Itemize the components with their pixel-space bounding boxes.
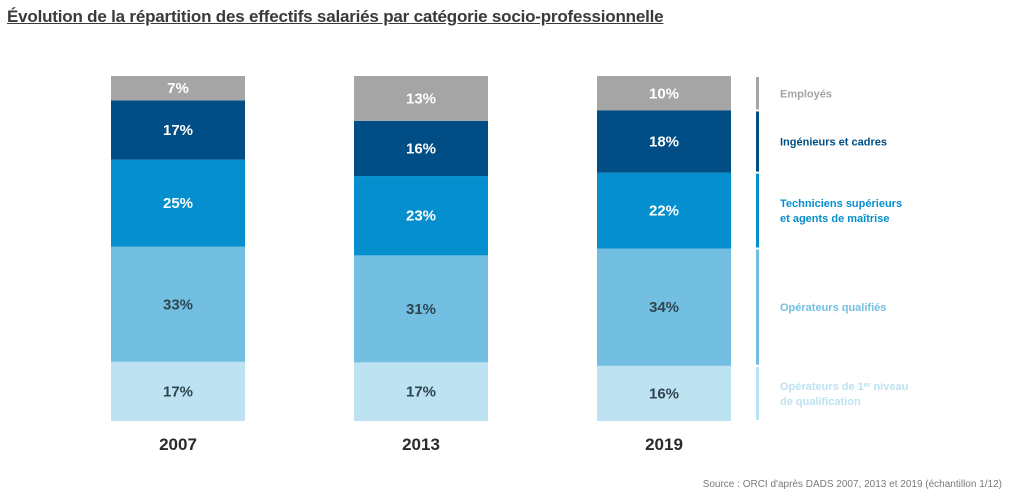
bar-segment-2007-1 bbox=[111, 246, 245, 362]
legend: Opérateurs de 1er niveau de qualification… bbox=[756, 77, 908, 420]
bar-segment-2013-2 bbox=[354, 176, 488, 256]
x-tick-label-2007: 2007 bbox=[159, 435, 197, 454]
bar-segment-2019-1 bbox=[597, 248, 731, 366]
data-label-2013-3: 16% bbox=[406, 140, 436, 157]
bars-group: 17% 33% 25% 17% 7% 2007 17% 31% 23% 16% 13% 2013 16%… bbox=[111, 76, 731, 454]
bar-segment-2007-0 bbox=[111, 361, 245, 421]
data-label-2019-4: 10% bbox=[649, 85, 679, 102]
bar-segment-2013-0 bbox=[354, 362, 488, 421]
legend-label-2-0: Techniciens supérieurs bbox=[780, 198, 902, 210]
source-note: Source : ORCI d'après DADS 2007, 2013 et… bbox=[702, 479, 1002, 490]
bar-segment-2007-2 bbox=[111, 159, 245, 247]
x-tick-label-2019: 2019 bbox=[645, 435, 683, 454]
data-label-2019-3: 18% bbox=[649, 134, 679, 151]
legend-label-0-1: de qualification bbox=[780, 396, 861, 408]
legend-marker-1 bbox=[756, 249, 759, 365]
bar-segment-2013-1 bbox=[354, 255, 488, 363]
data-label-2013-4: 13% bbox=[406, 90, 436, 107]
bar-segment-2007-4 bbox=[111, 76, 245, 101]
data-label-2019-1: 34% bbox=[649, 299, 679, 316]
data-label-2007-3: 17% bbox=[163, 122, 193, 139]
data-label-2007-1: 33% bbox=[163, 296, 193, 313]
bar-segment-2013-4 bbox=[354, 76, 488, 121]
bar-segment-2007-3 bbox=[111, 100, 245, 160]
data-label-2013-2: 23% bbox=[406, 208, 436, 225]
x-tick-label-2013: 2013 bbox=[402, 435, 440, 454]
data-label-2019-0: 16% bbox=[649, 385, 679, 402]
legend-marker-2 bbox=[756, 173, 759, 248]
legend-label-0-0: Opérateurs de 1er niveau bbox=[780, 381, 908, 393]
data-label-2007-2: 25% bbox=[163, 195, 193, 212]
bar-segment-2019-4 bbox=[597, 76, 731, 111]
data-label-2019-2: 22% bbox=[649, 203, 679, 220]
legend-marker-0 bbox=[756, 366, 759, 420]
legend-label-4-0: Employés bbox=[780, 88, 832, 100]
legend-marker-3 bbox=[756, 111, 759, 172]
bar-segment-2019-2 bbox=[597, 172, 731, 249]
data-label-2007-4: 7% bbox=[167, 80, 189, 97]
bar-segment-2013-3 bbox=[354, 120, 488, 177]
chart-title: Évolution de la répartition des effectif… bbox=[7, 7, 664, 26]
data-label-2007-0: 17% bbox=[163, 383, 193, 400]
legend-label-1-0: Opérateurs qualifiés bbox=[780, 302, 886, 314]
bar-segment-2019-3 bbox=[597, 110, 731, 173]
legend-label-2-1: et agents de maîtrise bbox=[780, 213, 889, 225]
data-label-2013-0: 17% bbox=[406, 384, 436, 401]
legend-label-3-0: Ingénieurs et cadres bbox=[780, 137, 887, 149]
bar-segment-2019-0 bbox=[597, 365, 731, 421]
data-label-2013-1: 31% bbox=[406, 301, 436, 318]
legend-marker-4 bbox=[756, 77, 759, 110]
